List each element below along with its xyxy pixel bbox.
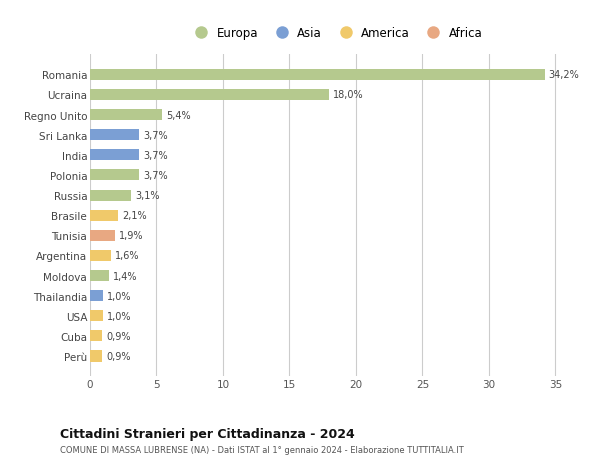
Text: 1,4%: 1,4% <box>113 271 137 281</box>
Bar <box>90 270 109 281</box>
Text: 1,0%: 1,0% <box>107 291 132 301</box>
Bar <box>90 291 103 302</box>
Bar <box>90 150 139 161</box>
Bar <box>90 250 111 262</box>
Text: 0,9%: 0,9% <box>106 351 130 361</box>
Bar <box>90 311 103 322</box>
Text: 3,7%: 3,7% <box>143 151 168 161</box>
Legend: Europa, Asia, America, Africa: Europa, Asia, America, Africa <box>185 22 487 45</box>
Bar <box>90 190 131 201</box>
Bar <box>90 351 102 362</box>
Text: 2,1%: 2,1% <box>122 211 146 221</box>
Text: 3,7%: 3,7% <box>143 171 168 180</box>
Text: COMUNE DI MASSA LUBRENSE (NA) - Dati ISTAT al 1° gennaio 2024 - Elaborazione TUT: COMUNE DI MASSA LUBRENSE (NA) - Dati IST… <box>60 445 464 454</box>
Text: 18,0%: 18,0% <box>334 90 364 100</box>
Text: 1,0%: 1,0% <box>107 311 132 321</box>
Text: 0,9%: 0,9% <box>106 331 130 341</box>
Text: 34,2%: 34,2% <box>549 70 580 80</box>
Text: Cittadini Stranieri per Cittadinanza - 2024: Cittadini Stranieri per Cittadinanza - 2… <box>60 427 355 440</box>
Text: 3,1%: 3,1% <box>135 190 160 201</box>
Bar <box>90 70 545 81</box>
Bar <box>90 170 139 181</box>
Bar <box>90 230 115 241</box>
Bar <box>90 210 118 221</box>
Bar <box>90 130 139 141</box>
Bar <box>90 330 102 341</box>
Text: 5,4%: 5,4% <box>166 110 190 120</box>
Text: 1,9%: 1,9% <box>119 231 144 241</box>
Text: 1,6%: 1,6% <box>115 251 140 261</box>
Bar <box>90 110 162 121</box>
Text: 3,7%: 3,7% <box>143 130 168 140</box>
Bar <box>90 90 329 101</box>
